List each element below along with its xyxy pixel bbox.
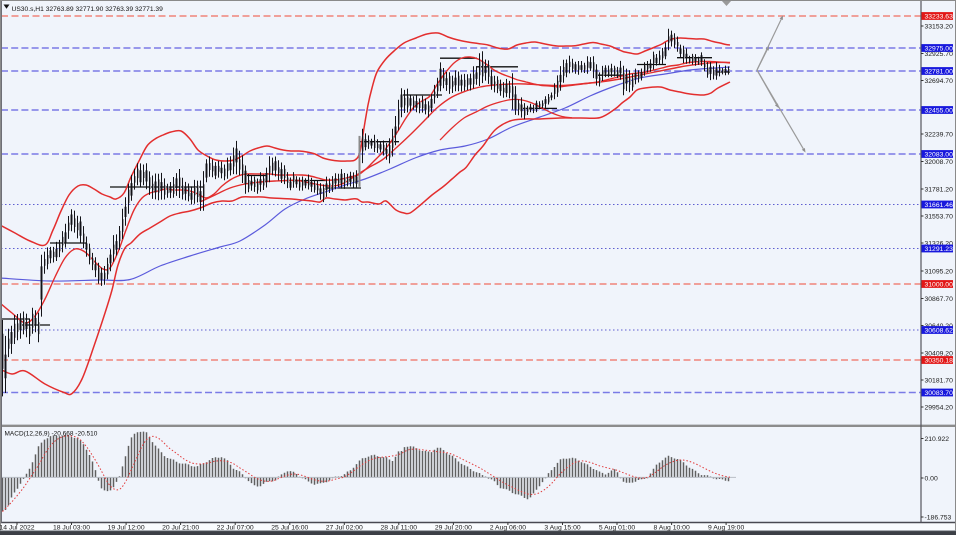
svg-text:19 Jul 12:00: 19 Jul 12:00 — [108, 525, 145, 532]
svg-text:210.922: 210.922 — [925, 436, 950, 443]
svg-text:20 Jul 21:00: 20 Jul 21:00 — [162, 525, 199, 532]
svg-text:2 Aug 06:00: 2 Aug 06:00 — [490, 525, 527, 532]
svg-text:31781.20: 31781.20 — [925, 186, 954, 193]
svg-text:25 Jul 16:00: 25 Jul 16:00 — [271, 525, 308, 532]
svg-text:29 Jul 20:00: 29 Jul 20:00 — [435, 525, 472, 532]
svg-text:32694.70: 32694.70 — [925, 78, 954, 85]
svg-text:5 Aug 01:00: 5 Aug 01:00 — [599, 525, 636, 532]
svg-text:30181.70: 30181.70 — [925, 377, 954, 384]
svg-text:MACD(12,26,9) -20.668 -20.510: MACD(12,26,9) -20.668 -20.510 — [5, 430, 98, 437]
svg-text:32239.70: 32239.70 — [925, 131, 954, 138]
svg-text:-186.753: -186.753 — [925, 514, 952, 521]
svg-text:31095.20: 31095.20 — [925, 268, 954, 275]
svg-text:31000.00: 31000.00 — [925, 282, 954, 289]
svg-text:32781.00: 32781.00 — [925, 69, 954, 76]
svg-text:3 Aug 15:00: 3 Aug 15:00 — [544, 525, 581, 532]
svg-text:32008.70: 32008.70 — [925, 159, 954, 166]
svg-text:32083.00: 32083.00 — [925, 152, 954, 159]
svg-text:32455.00: 32455.00 — [925, 108, 954, 115]
svg-text:22 Jul 07:00: 22 Jul 07:00 — [217, 525, 254, 532]
svg-text:31661.46: 31661.46 — [925, 202, 954, 209]
svg-text:30867.70: 30867.70 — [925, 296, 954, 303]
svg-text:US30.s,H1 32763.89 32771.90 3: US30.s,H1 32763.89 32771.90 32763.39 327… — [12, 6, 164, 13]
svg-text:32925.70: 32925.70 — [925, 51, 954, 58]
svg-text:14 Jul 2022: 14 Jul 2022 — [0, 525, 35, 532]
svg-text:9 Aug 19:00: 9 Aug 19:00 — [708, 525, 745, 532]
svg-text:33153.20: 33153.20 — [925, 23, 954, 30]
svg-text:32975.00: 32975.00 — [925, 46, 954, 53]
svg-text:8 Aug 10:00: 8 Aug 10:00 — [653, 525, 690, 532]
svg-text:31291.23: 31291.23 — [925, 246, 954, 253]
svg-text:30083.70: 30083.70 — [925, 390, 954, 397]
svg-text:18 Jul 03:00: 18 Jul 03:00 — [53, 525, 90, 532]
svg-text:33233.63: 33233.63 — [925, 14, 954, 21]
svg-text:31553.70: 31553.70 — [925, 213, 954, 220]
svg-text:30409.20: 30409.20 — [925, 350, 954, 357]
svg-text:30350.18: 30350.18 — [925, 358, 954, 365]
svg-text:30608.62: 30608.62 — [925, 328, 954, 335]
svg-text:28 Jul 11:00: 28 Jul 11:00 — [381, 525, 418, 532]
svg-text:27 Jul 02:00: 27 Jul 02:00 — [326, 525, 363, 532]
svg-text:29954.20: 29954.20 — [925, 404, 954, 411]
svg-text:0.00: 0.00 — [925, 475, 938, 482]
svg-text:31326.20: 31326.20 — [925, 240, 954, 247]
